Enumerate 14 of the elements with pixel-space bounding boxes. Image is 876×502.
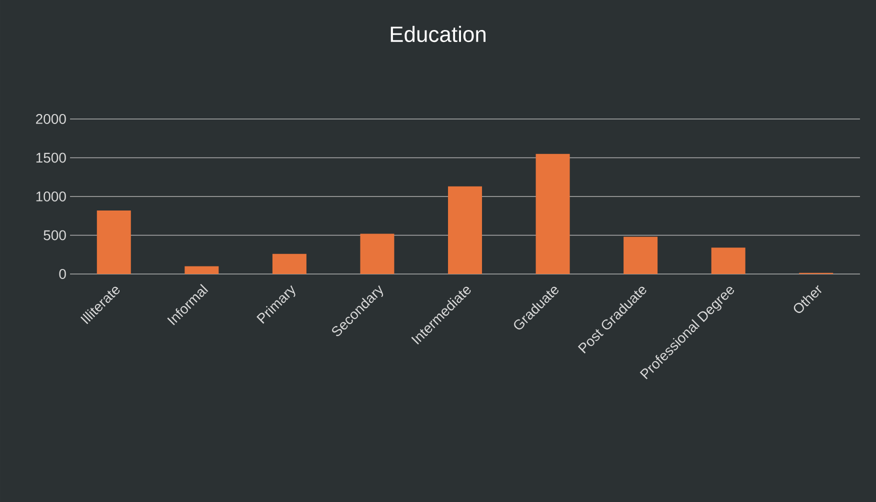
bar [536,154,570,274]
bar [360,234,394,274]
y-tick-label: 0 [59,269,66,279]
y-tick-label: 1500 [36,152,66,163]
bar [184,266,219,274]
chart-title: Education [390,26,486,42]
bar [711,248,746,274]
y-tick-label: 1000 [36,192,66,202]
bar [624,236,658,274]
bar [96,210,131,274]
y-tick-label: 500 [44,230,66,240]
bar [448,186,482,274]
bar [272,254,306,274]
y-tick-label: 2000 [36,114,66,124]
